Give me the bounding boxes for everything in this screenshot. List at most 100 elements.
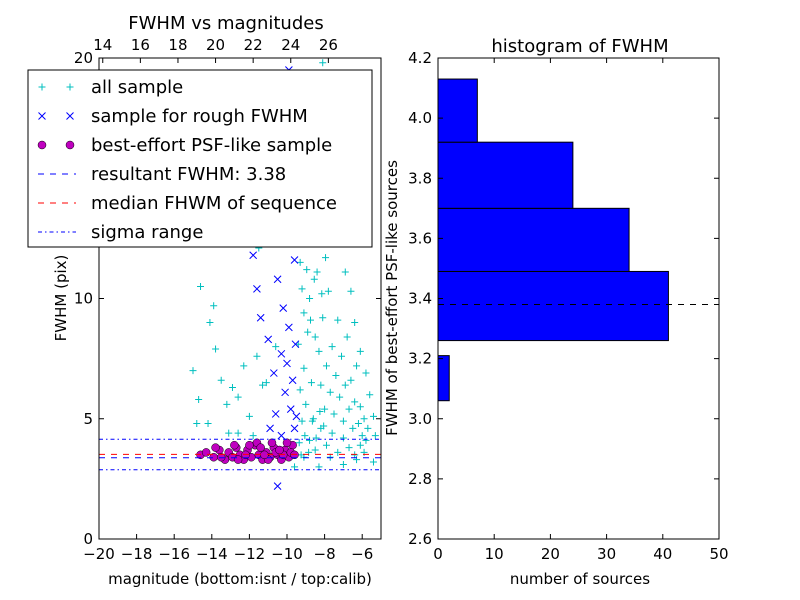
- scatter-point: [230, 440, 239, 450]
- y-tick-label: 3.8: [408, 169, 432, 187]
- scatter-point: [306, 295, 314, 302]
- scatter-point: [193, 420, 201, 428]
- scatter-point: [300, 309, 308, 317]
- y-tick-label: 20: [74, 49, 93, 67]
- x-tick-label: 40: [653, 545, 672, 563]
- scatter-point: [315, 463, 323, 471]
- histogram-bar: [437, 355, 450, 402]
- scatter-point: [298, 285, 306, 293]
- scatter-point: [189, 367, 197, 375]
- histogram-bar: [437, 207, 630, 272]
- scatter-point: [206, 319, 214, 327]
- scatter-point: [356, 441, 364, 449]
- scatter-point: [266, 424, 274, 433]
- legend-marker: [65, 140, 75, 150]
- x-tick-label: −16: [158, 545, 190, 563]
- x-tick-label: −10: [271, 545, 303, 563]
- scatter-point: [345, 444, 353, 452]
- y-tick-label: 4.0: [408, 109, 432, 127]
- scatter-point: [267, 438, 277, 448]
- histogram-bar: [437, 270, 669, 342]
- scatter-point: [313, 268, 321, 276]
- scatter-ylabel: FWHM (pix): [52, 255, 70, 342]
- scatter-point: [272, 343, 280, 351]
- series-circle: [196, 438, 299, 464]
- scatter-point: [328, 429, 336, 437]
- legend-label: median FHWM of sequence: [91, 193, 337, 214]
- legend-marker: [38, 83, 46, 91]
- scatter-point: [349, 424, 357, 432]
- y-tick-label: 3.6: [408, 229, 432, 247]
- scatter-point: [358, 432, 366, 440]
- scatter-point: [341, 268, 349, 276]
- scatter-point: [322, 254, 330, 262]
- x-tick-label: −18: [121, 545, 153, 563]
- scatter-point: [296, 386, 304, 394]
- scatter-point: [339, 417, 347, 425]
- x-tick-label: −20: [83, 545, 115, 563]
- histogram-title: histogram of FWHM: [491, 36, 668, 57]
- scatter-point: [253, 285, 261, 293]
- y-tick-label: 0: [83, 530, 93, 548]
- scatter-point: [341, 381, 349, 389]
- scatter-point: [264, 335, 273, 344]
- legend-item: best-effort PSF-like sample: [37, 135, 332, 156]
- x-tick-label: 20: [541, 545, 560, 563]
- x-tick-label: −14: [196, 545, 228, 563]
- legend-label: best-effort PSF-like sample: [91, 135, 332, 156]
- scatter-point: [259, 381, 267, 389]
- top-tick-label: 26: [319, 36, 338, 54]
- scatter-point: [269, 369, 278, 377]
- scatter-point: [286, 405, 295, 413]
- x-tick-label: 0: [433, 545, 443, 563]
- scatter-title: FWHM vs magnitudes: [128, 13, 323, 34]
- scatter-point: [273, 482, 282, 490]
- scatter-point: [275, 445, 284, 455]
- scatter-point: [364, 424, 372, 432]
- top-tick-label: 14: [93, 36, 112, 54]
- y-tick-label: 2.8: [408, 470, 432, 488]
- x-tick-label: 30: [597, 545, 616, 563]
- scatter-point: [303, 266, 311, 274]
- top-tick-label: 24: [281, 36, 300, 54]
- legend-item: sample for rough FWHM: [38, 106, 308, 127]
- scatter-point: [295, 439, 303, 447]
- scatter-point: [351, 319, 359, 327]
- scatter-point: [306, 436, 314, 444]
- scatter-point: [369, 412, 377, 420]
- histogram-ylabel: FWHM of best-effort PSF-like sources: [383, 160, 401, 436]
- scatter-plot-area: [99, 59, 381, 490]
- scatter-point: [369, 458, 377, 466]
- legend-label: sample for rough FWHM: [91, 106, 308, 127]
- scatter-point: [317, 381, 325, 389]
- scatter-point: [300, 364, 308, 372]
- scatter-point: [356, 403, 364, 411]
- top-tick-label: 20: [206, 36, 225, 54]
- top-tick-label: 16: [131, 36, 150, 54]
- x-tick-label: 10: [485, 545, 504, 563]
- scatter-point: [326, 388, 334, 396]
- histogram-bar: [437, 78, 478, 143]
- histogram-xlabel: number of sources: [510, 570, 650, 588]
- scatter-point: [197, 282, 205, 290]
- scatter-point: [311, 446, 319, 454]
- scatter-point: [334, 448, 342, 456]
- scatter-point: [356, 347, 364, 355]
- histogram-axes: 0 10 20 30 40 50 2.6 2.8 3.0 3.2 3.4 3.6 3.8 4.0 4.2: [408, 49, 728, 563]
- scatter-point: [318, 290, 326, 298]
- scatter-point: [330, 410, 338, 418]
- scatter-point: [311, 333, 319, 341]
- x-tick-label: 50: [709, 545, 728, 563]
- scatter-point: [277, 349, 286, 358]
- scatter-point: [301, 432, 309, 440]
- scatter-point: [256, 313, 265, 322]
- scatter-point: [277, 431, 286, 440]
- scatter-point: [334, 316, 342, 324]
- scatter-point: [290, 256, 299, 264]
- legend-label: all sample: [91, 77, 183, 98]
- scatter-point: [256, 443, 265, 452]
- scatter-point: [195, 396, 203, 404]
- scatter-point: [211, 443, 220, 452]
- scatter-point: [249, 251, 258, 260]
- x-tick-label: −12: [234, 545, 266, 563]
